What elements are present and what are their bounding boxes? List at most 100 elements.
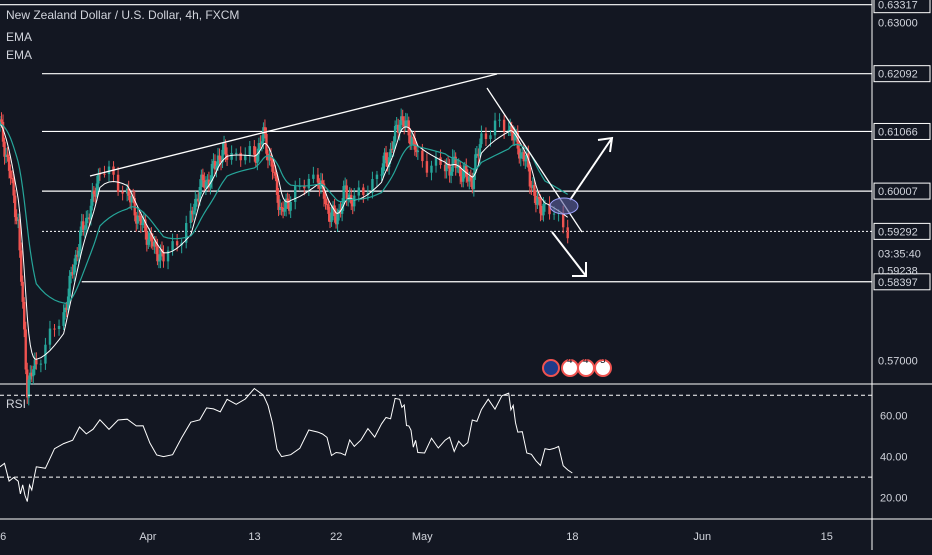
candle-body (1, 121, 5, 142)
candle-body (256, 154, 259, 163)
candle-body (234, 152, 238, 154)
candle-body (281, 207, 285, 212)
candle-body (185, 223, 188, 243)
highlight-ellipse (549, 197, 579, 215)
candle-body (68, 275, 71, 297)
candle-body (540, 213, 544, 216)
candle-body (278, 206, 282, 210)
bullish-arrow (569, 137, 613, 201)
candle-body (230, 152, 233, 160)
time-tick-label: May (412, 531, 433, 543)
candle-body (454, 156, 457, 168)
candle-body (203, 180, 206, 188)
ema-slow-line (0, 123, 569, 304)
level-label: 0.63317 (878, 0, 918, 12)
candle-body (489, 135, 492, 140)
candle-body (206, 179, 209, 182)
candle-body (271, 160, 274, 172)
candle-body (72, 264, 76, 275)
candle-body (147, 239, 150, 245)
candle-body (287, 201, 291, 211)
candle-body (219, 159, 223, 163)
candle-body (530, 186, 533, 188)
candle-body (463, 165, 466, 171)
candle-body (280, 206, 283, 208)
candle-body (445, 163, 448, 172)
candle-body (216, 155, 220, 166)
candle-body (62, 312, 65, 326)
candle-body (289, 201, 292, 211)
candle-body (403, 120, 406, 127)
candle-body (469, 176, 473, 181)
candle-body (380, 174, 383, 176)
candle-body (513, 133, 516, 141)
candle-body (4, 154, 8, 157)
level-label: 0.59292 (878, 226, 918, 238)
level-label: 0.61066 (878, 126, 918, 138)
bearish-arrow (551, 231, 587, 277)
candle-body (324, 198, 327, 205)
candle-body (455, 167, 459, 169)
candle-body (336, 213, 339, 225)
candle-body (322, 183, 326, 199)
candle-body (19, 250, 23, 282)
candle-body (12, 179, 15, 196)
candle-body (212, 160, 215, 164)
candle-body (283, 208, 286, 212)
candle-body (412, 137, 415, 139)
candle-body (498, 119, 501, 121)
level-label: 0.62092 (878, 69, 918, 81)
candle-body (254, 154, 258, 163)
candle-body (425, 161, 429, 173)
candle-body (156, 246, 159, 262)
candle-body (472, 173, 476, 189)
candle-body (262, 127, 265, 142)
candle-body (321, 180, 324, 184)
candle-body (518, 148, 521, 159)
candle-body (154, 241, 158, 247)
candle-body (26, 369, 29, 398)
price-tick-label: 0.63000 (878, 18, 918, 30)
candle-body (274, 172, 277, 176)
candle-body (248, 146, 251, 156)
candle-body (393, 126, 397, 142)
candle-body (39, 363, 43, 365)
candle-body (443, 164, 447, 172)
indicator-ema-1[interactable]: EMA (6, 30, 33, 44)
level-label-box (873, 122, 931, 140)
candle-body (95, 183, 99, 197)
candle-body (566, 227, 569, 239)
candle-body (449, 171, 453, 176)
candle-body (200, 174, 203, 187)
candle-body (330, 212, 333, 222)
candle-body (32, 369, 35, 377)
countdown-label: 03:35:40 (878, 248, 921, 260)
candle-body (125, 188, 129, 194)
candle-body (197, 198, 200, 202)
candle-body (384, 152, 388, 161)
rsi-tick-label: 60.00 (880, 411, 908, 423)
candle-body (35, 359, 38, 365)
candle-body (150, 233, 153, 242)
level-label-box (873, 222, 931, 240)
candle-body (74, 254, 77, 265)
candle-body (142, 219, 146, 224)
candle-body (272, 171, 276, 173)
candle-body (439, 157, 442, 165)
candle-body (348, 194, 351, 199)
candle-body (510, 125, 513, 133)
candle-body (244, 155, 247, 161)
candle-body (201, 174, 205, 181)
candle-body (218, 155, 221, 160)
candle-body (502, 119, 506, 132)
rsi-label[interactable]: RSI (6, 397, 27, 411)
candle-body (389, 148, 392, 158)
candle-body (151, 241, 155, 247)
candle-body (257, 143, 261, 155)
candle-body (345, 185, 348, 199)
candle-body (524, 159, 527, 162)
event-count: 4 (567, 355, 573, 366)
candle-body (516, 132, 519, 149)
indicator-ema-2[interactable]: EMA (6, 48, 33, 62)
